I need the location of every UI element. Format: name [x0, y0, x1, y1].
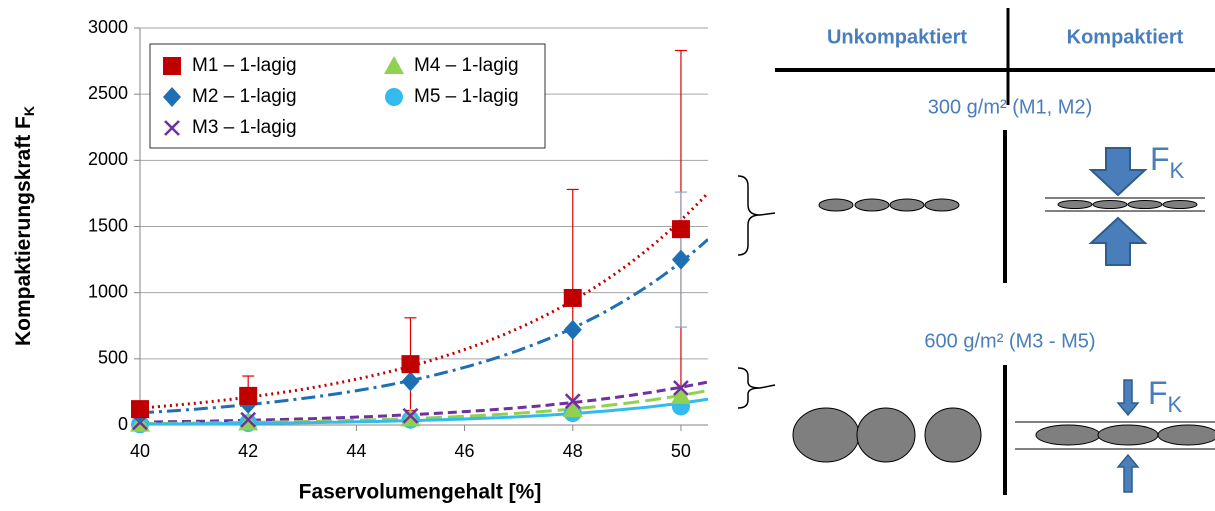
y-axis-title: Kompaktierungskraft FK — [12, 106, 37, 346]
brace — [738, 176, 760, 255]
column-header: Kompaktiert — [1067, 26, 1184, 48]
y-tick-label: 1500 — [88, 215, 128, 235]
y-axis-title-main: Kompaktierungskraft F — [12, 116, 35, 346]
figure: Faservolumengehalt [%] Kompaktierungskra… — [0, 0, 1215, 506]
row-label: 600 g/m² (M3 - M5) — [924, 330, 1095, 352]
trend-line — [140, 193, 708, 408]
y-tick-label: 2500 — [88, 83, 128, 103]
trend-line — [140, 239, 708, 413]
arrow-down — [1091, 148, 1145, 195]
fibers-loose — [819, 199, 959, 211]
brace — [738, 368, 760, 408]
brace-tick — [760, 385, 775, 388]
y-tick-label: 3000 — [88, 17, 128, 37]
fibers-compacted — [1058, 201, 1197, 209]
force-symbol: F — [1150, 141, 1170, 177]
marker-square — [239, 387, 257, 405]
brace-tick — [760, 213, 775, 215]
column-header: Unkompaktiert — [827, 26, 967, 48]
legend-label: M5 – 1-lagig — [414, 86, 519, 107]
fibers-loose — [793, 408, 981, 462]
marker-diamond — [672, 250, 690, 270]
marker-square — [163, 57, 181, 75]
arrow-down — [1118, 380, 1138, 415]
legend: M1 – 1-lagig M2 – 1-lagig M3 – 1-lagig M4 –… — [150, 44, 545, 148]
force-label: FK — [1150, 141, 1185, 182]
legend-label: M2 – 1-lagig — [192, 86, 297, 107]
legend-label: M4 – 1-lagig — [414, 55, 519, 76]
trend-line — [140, 382, 708, 422]
y-tick-label: 0 — [118, 414, 128, 434]
x-tick-label: 42 — [238, 441, 258, 461]
arrow-up — [1091, 218, 1145, 265]
x-tick-label: 44 — [346, 441, 366, 461]
marker-diamond — [564, 320, 582, 340]
marker-circle — [385, 88, 403, 106]
x-tick-label: 46 — [455, 441, 475, 461]
y-axis-title-sub: K — [21, 106, 37, 116]
row-label: 300 g/m² (M1, M2) — [928, 96, 1092, 118]
diagram: Unkompaktiert Kompaktiert 300 g/m² (M1, … — [775, 8, 1215, 495]
legend-label: M3 – 1-lagig — [192, 117, 297, 138]
force-sub: K — [1168, 392, 1183, 417]
x-axis-title: Faservolumengehalt [%] — [299, 481, 542, 504]
legend-label: M1 – 1-lagig — [192, 55, 297, 76]
arrow-up — [1118, 455, 1138, 492]
x-tick-label: 48 — [563, 441, 583, 461]
x-tick-label: 40 — [130, 441, 150, 461]
y-tick-label: 2000 — [88, 149, 128, 169]
force-label: FK — [1148, 375, 1183, 416]
marker-square — [564, 289, 582, 307]
y-tick-label: 1000 — [88, 281, 128, 301]
force-sub: K — [1170, 158, 1185, 183]
fibers-compacted — [1036, 425, 1215, 445]
force-symbol: F — [1148, 375, 1168, 411]
y-tick-label: 500 — [98, 348, 128, 368]
marker-diamond — [401, 371, 419, 391]
marker-square — [401, 355, 419, 373]
x-tick-label: 50 — [671, 441, 691, 461]
marker-square — [131, 400, 149, 418]
marker-square — [672, 220, 690, 238]
